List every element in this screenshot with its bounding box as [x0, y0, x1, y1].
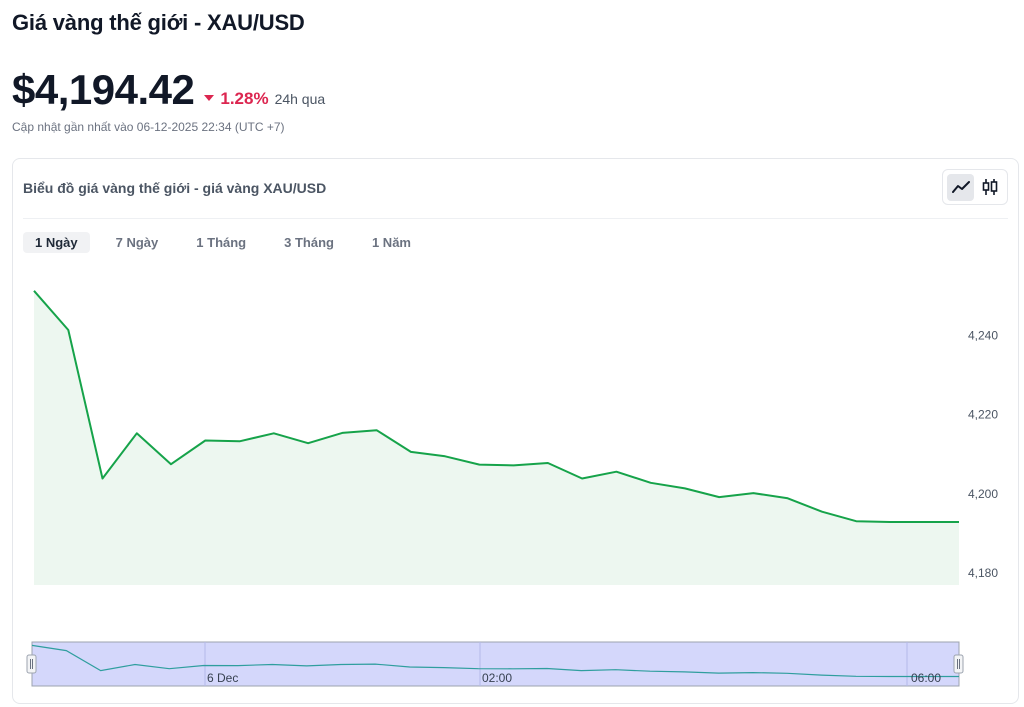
x-tick-label: 02:00 — [482, 671, 512, 685]
navigator-handle-left[interactable] — [26, 654, 37, 674]
navigator-series — [31, 644, 959, 678]
change-percent: 1.28% — [220, 89, 269, 108]
candlestick-button[interactable] — [976, 174, 1003, 201]
current-price: $4,194.42 — [12, 66, 195, 113]
price-line — [33, 290, 959, 523]
chart-type-toggle — [942, 169, 1008, 205]
range-tabs: 1 Ngày 7 Ngày 1 Tháng 3 Tháng 1 Năm — [23, 232, 423, 253]
price-area — [34, 290, 959, 585]
change-period: 24h qua — [274, 91, 326, 107]
candlestick-icon — [982, 179, 997, 195]
card-divider — [23, 218, 1008, 219]
y-tick-label: 4,200 — [968, 487, 998, 501]
price-row: $4,194.42 1.28% 24h qua — [12, 66, 325, 114]
chart-title: Biểu đồ giá vàng thế giới - giá vàng XAU… — [23, 180, 327, 196]
price-change: 1.28% 24h qua — [204, 89, 325, 109]
tab-1-month[interactable]: 1 Tháng — [196, 235, 247, 250]
chart-card: Biểu đồ giá vàng thế giới - giá vàng XAU… — [12, 158, 1019, 704]
page-title: Giá vàng thế giới - XAU/USD — [12, 10, 305, 35]
y-tick-label: 4,220 — [968, 408, 998, 422]
tab-3-months[interactable]: 3 Tháng — [284, 235, 334, 250]
range-navigator[interactable]: 6 Dec 02:00 06:00 — [26, 641, 964, 687]
line-chart-icon — [951, 181, 970, 193]
tab-1-year[interactable]: 1 Năm — [371, 235, 411, 250]
y-tick-label: 4,240 — [968, 329, 998, 343]
x-tick-label: 6 Dec — [207, 671, 238, 685]
navigator-window[interactable] — [31, 641, 960, 687]
x-tick-label: 06:00 — [911, 671, 941, 685]
last-updated: Cập nhật gần nhất vào 06-12-2025 22:34 (… — [12, 120, 285, 134]
tab-7-days[interactable]: 7 Ngày — [115, 235, 159, 250]
down-arrow-icon — [204, 95, 215, 101]
navigator-handle-right[interactable] — [953, 654, 964, 674]
line-chart-button[interactable] — [947, 173, 974, 201]
tab-1-day[interactable]: 1 Ngày — [23, 232, 90, 253]
y-tick-label: 4,180 — [968, 566, 998, 580]
